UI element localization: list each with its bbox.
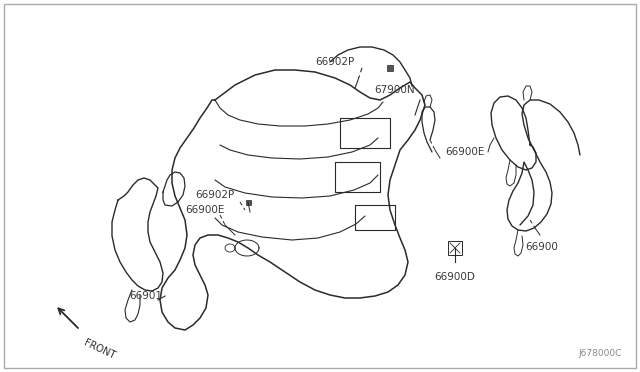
Bar [387, 65, 393, 71]
Text: 66901: 66901 [129, 291, 162, 301]
Text: 66900E: 66900E [445, 147, 484, 157]
Text: 66902P: 66902P [196, 190, 235, 200]
Text: 66900: 66900 [525, 242, 559, 252]
Text: 66900E: 66900E [186, 205, 225, 215]
Text: 67900N: 67900N [374, 85, 415, 95]
Text: FRONT: FRONT [82, 338, 116, 361]
Text: 66900D: 66900D [435, 272, 476, 282]
Bar [448, 241, 462, 255]
Text: 66902P: 66902P [316, 57, 355, 67]
Bar [246, 199, 250, 205]
Text: J678000C: J678000C [579, 349, 622, 358]
